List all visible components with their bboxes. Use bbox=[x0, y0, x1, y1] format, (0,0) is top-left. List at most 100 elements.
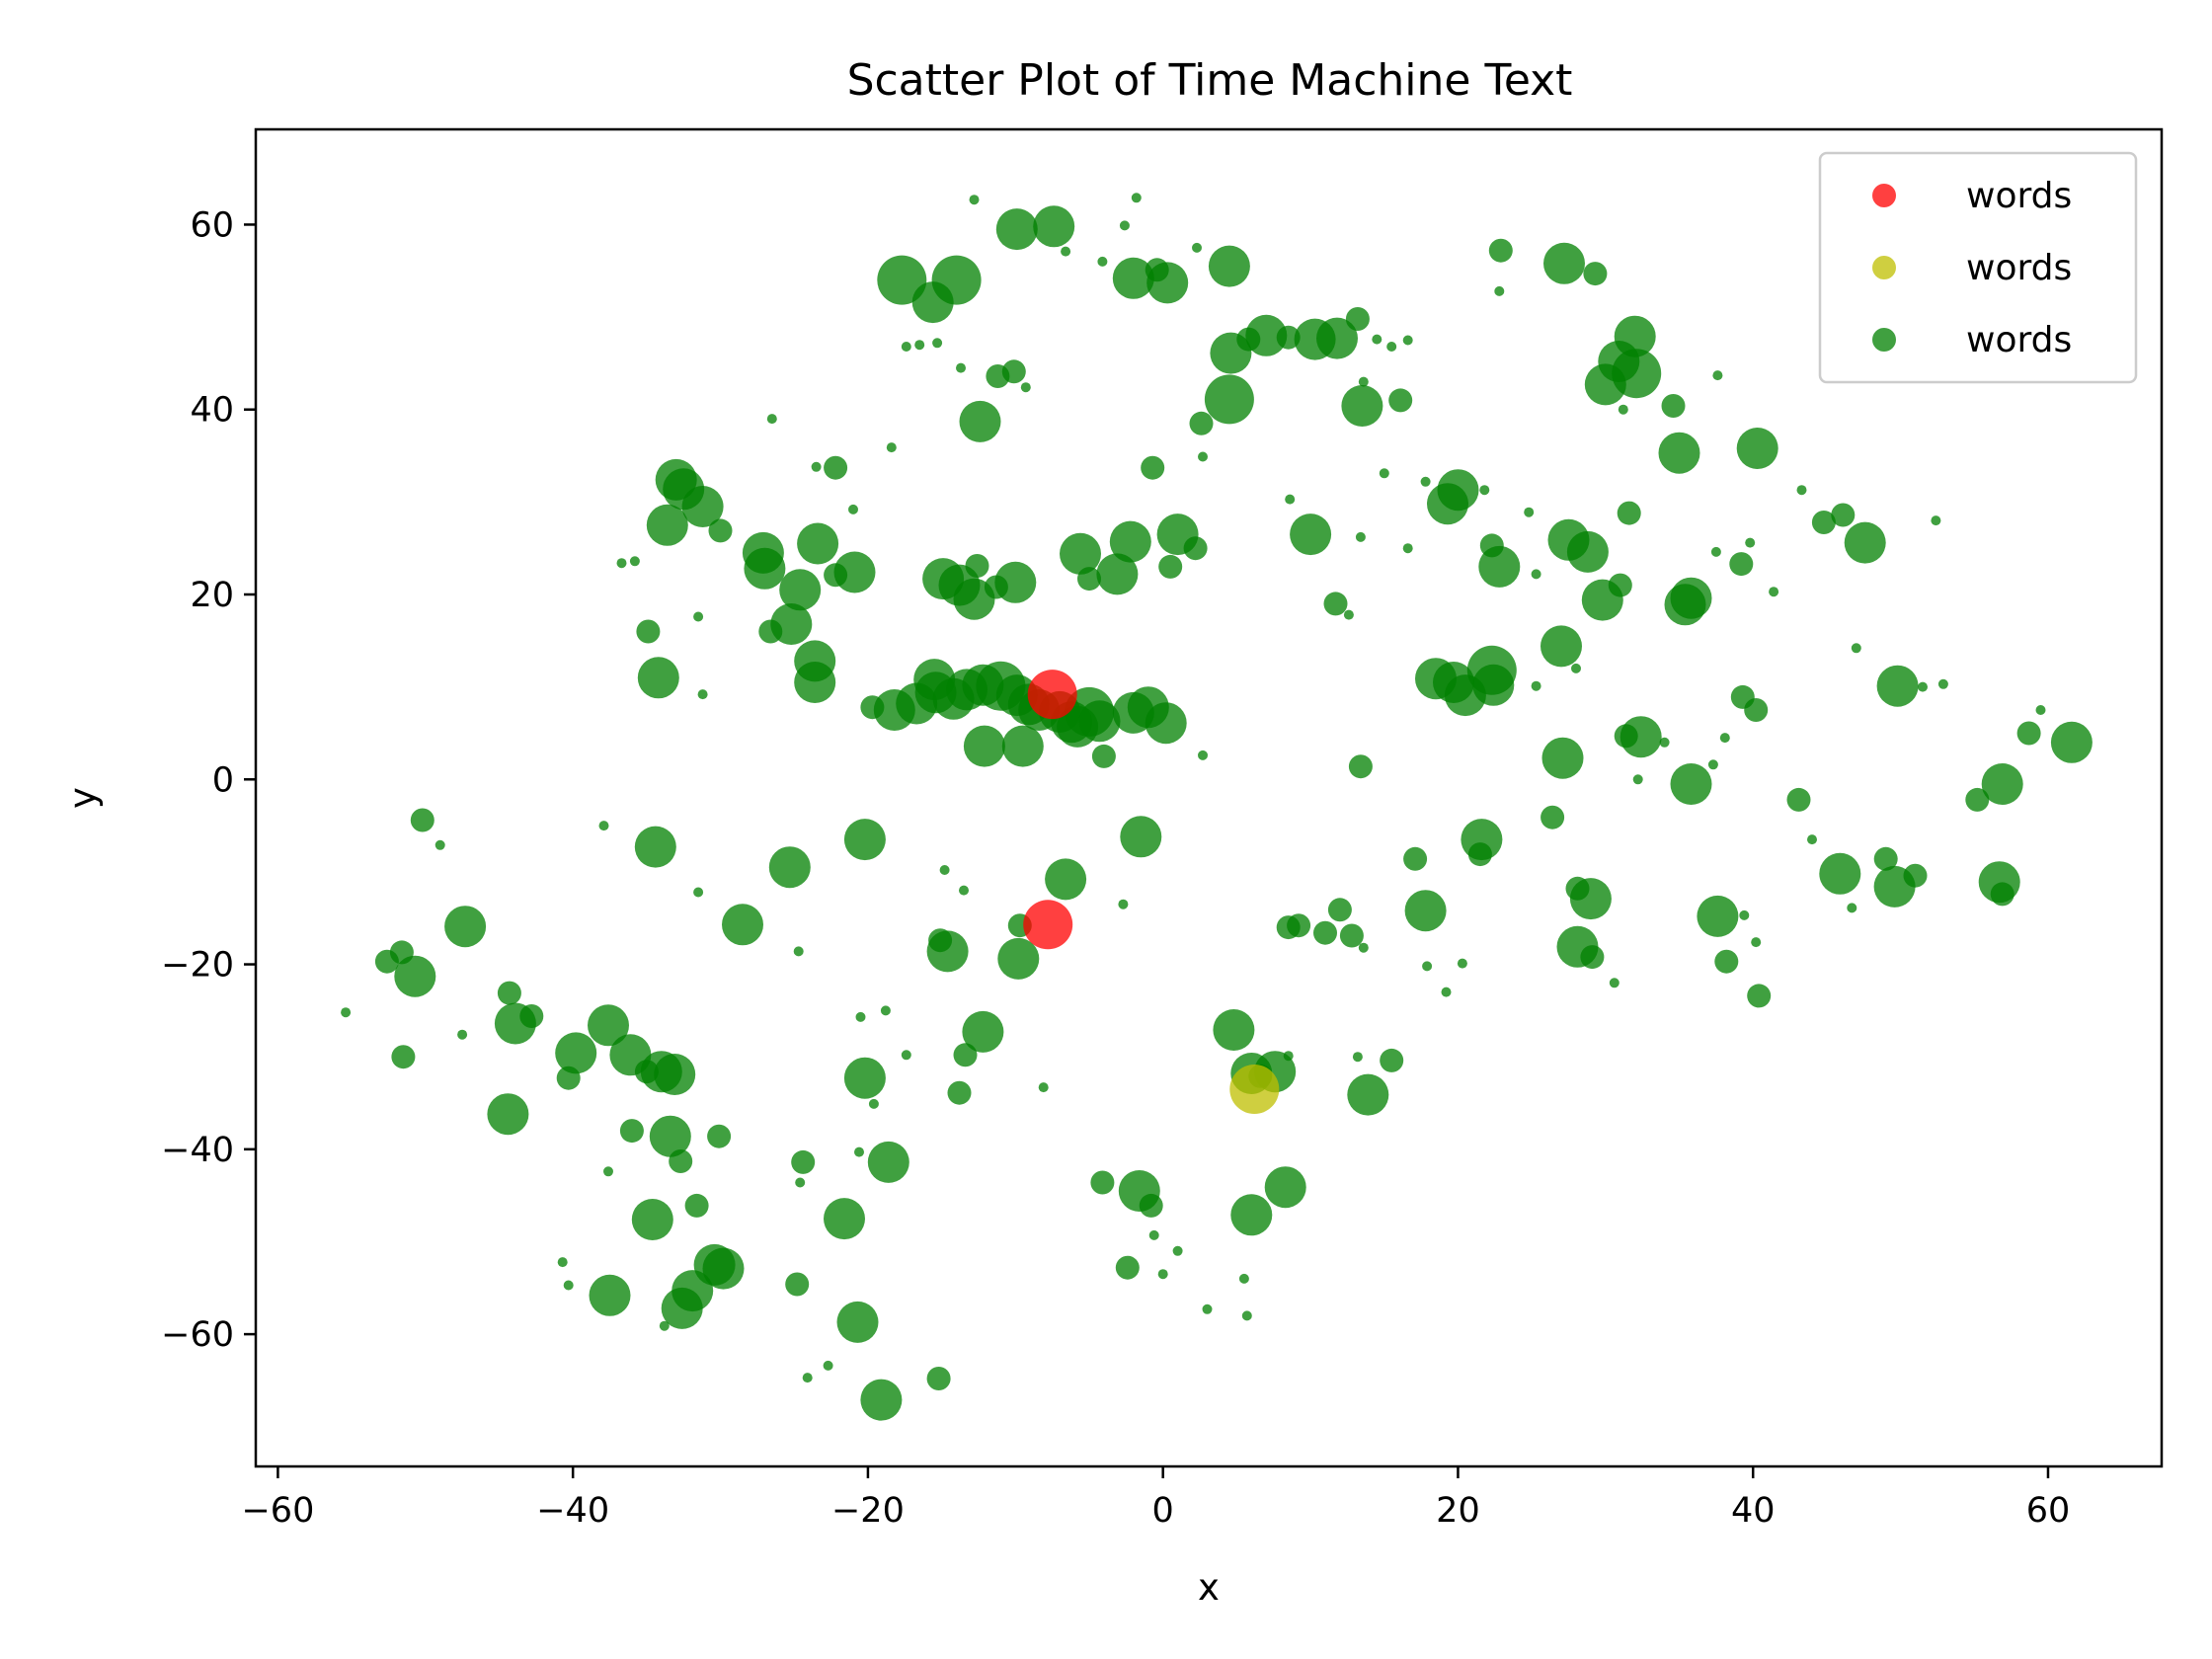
data-point-s2-50 bbox=[1658, 432, 1700, 474]
data-point-s2-187 bbox=[795, 1177, 806, 1188]
data-point-s2-167 bbox=[959, 885, 969, 896]
data-point-s2-219 bbox=[394, 955, 436, 997]
legend-label-2: words bbox=[1966, 320, 2072, 360]
data-point-s2-28 bbox=[1141, 455, 1165, 480]
data-point-s2-203 bbox=[589, 1274, 631, 1316]
data-point-s2-222 bbox=[391, 1045, 416, 1069]
data-point-s2-54 bbox=[1811, 511, 1836, 534]
data-point-s2-0 bbox=[877, 255, 927, 305]
data-point-s2-62 bbox=[1710, 546, 1721, 557]
data-point-s2-207 bbox=[654, 1054, 696, 1095]
data-point-s2-172 bbox=[843, 1057, 886, 1099]
data-point-s2-26 bbox=[1189, 411, 1214, 435]
legend-marker-1 bbox=[1872, 256, 1896, 279]
data-point-s2-92 bbox=[1670, 763, 1712, 805]
data-point-s2-52 bbox=[1712, 370, 1723, 381]
data-point-s2-281 bbox=[1060, 532, 1101, 575]
data-point-s0-0 bbox=[1027, 670, 1077, 720]
data-point-s2-136 bbox=[1380, 1048, 1404, 1072]
data-point-s2-154 bbox=[1118, 1170, 1160, 1212]
data-point-s2-59 bbox=[1769, 587, 1779, 597]
x-tick-label-6: 60 bbox=[2026, 1491, 2071, 1531]
data-point-s2-86 bbox=[1531, 680, 1541, 691]
data-point-s2-2 bbox=[911, 281, 954, 324]
data-point-s2-113 bbox=[1990, 882, 2014, 907]
data-point-s2-58 bbox=[1851, 643, 1861, 654]
data-point-s2-3 bbox=[914, 340, 925, 351]
data-point-s2-247 bbox=[616, 558, 627, 569]
data-point-s2-31 bbox=[1345, 307, 1370, 331]
data-point-s2-8 bbox=[1020, 382, 1031, 393]
data-point-s2-170 bbox=[947, 1080, 972, 1105]
data-point-s2-290 bbox=[1323, 592, 1348, 616]
data-point-s2-42 bbox=[1543, 242, 1585, 284]
data-point-s2-205 bbox=[563, 1280, 574, 1291]
data-point-s2-256 bbox=[994, 561, 1037, 603]
data-point-s2-217 bbox=[444, 906, 487, 948]
legend: words words words bbox=[1818, 151, 2138, 384]
chart-title: Scatter Plot of Time Machine Text bbox=[847, 55, 1573, 106]
data-point-s2-34 bbox=[1341, 385, 1383, 427]
data-point-s2-70 bbox=[1479, 533, 1504, 558]
y-tick-label-2: −20 bbox=[161, 946, 234, 986]
data-point-s2-78 bbox=[1670, 577, 1712, 619]
data-point-s2-13 bbox=[1097, 256, 1108, 267]
data-point-s2-156 bbox=[1115, 1255, 1140, 1280]
data-point-s2-134 bbox=[1313, 920, 1337, 945]
data-point-s2-10 bbox=[995, 208, 1038, 251]
data-point-s2-231 bbox=[681, 486, 724, 527]
data-point-s2-49 bbox=[1661, 394, 1686, 418]
data-point-s2-80 bbox=[1571, 663, 1581, 673]
data-point-s2-173 bbox=[880, 1005, 891, 1016]
data-point-s2-38 bbox=[1379, 468, 1389, 479]
data-point-s2-20 bbox=[1208, 245, 1250, 287]
data-point-s2-32 bbox=[1372, 334, 1382, 345]
data-point-s2-104 bbox=[1876, 665, 1919, 707]
y-tick-label-0: −60 bbox=[161, 1315, 234, 1355]
data-point-s2-116 bbox=[1714, 949, 1739, 974]
data-point-s2-280 bbox=[913, 659, 956, 701]
data-point-s2-87 bbox=[1541, 737, 1584, 779]
data-point-s2-149 bbox=[1283, 1051, 1294, 1062]
data-point-s2-245 bbox=[697, 689, 708, 700]
data-point-s2-251 bbox=[848, 504, 858, 514]
data-point-s2-106 bbox=[1937, 678, 1948, 689]
data-point-s2-209 bbox=[588, 1004, 629, 1047]
data-point-s2-107 bbox=[2016, 721, 2041, 746]
data-point-s2-71 bbox=[1531, 569, 1541, 580]
data-point-s2-163 bbox=[1038, 1082, 1049, 1093]
data-point-s2-180 bbox=[836, 1301, 879, 1343]
data-point-s2-288 bbox=[1290, 514, 1332, 556]
data-point-s2-211 bbox=[555, 1032, 597, 1074]
data-point-s2-132 bbox=[1327, 898, 1352, 922]
data-point-s2-246 bbox=[636, 619, 661, 644]
data-point-s2-202 bbox=[603, 1166, 613, 1177]
data-point-s2-30 bbox=[1316, 317, 1358, 359]
data-point-s2-115 bbox=[1739, 909, 1750, 920]
data-point-s2-130 bbox=[1441, 987, 1452, 997]
data-point-s2-278 bbox=[1057, 705, 1099, 748]
data-point-s2-27 bbox=[1198, 451, 1208, 462]
data-point-s2-5 bbox=[959, 400, 1001, 442]
data-point-s2-195 bbox=[661, 1287, 703, 1329]
data-point-s2-295 bbox=[824, 455, 848, 480]
x-tick-label-5: 40 bbox=[1731, 1491, 1776, 1531]
data-point-s2-135 bbox=[1358, 942, 1369, 953]
legend-label-0: words bbox=[1966, 176, 2072, 216]
y-tick-label-4: 20 bbox=[190, 576, 234, 615]
data-point-s2-292 bbox=[1198, 750, 1208, 760]
data-point-s2-66 bbox=[1420, 476, 1431, 487]
data-point-s2-159 bbox=[1118, 899, 1129, 909]
data-point-s2-108 bbox=[2035, 705, 2046, 715]
data-point-s2-7 bbox=[1001, 359, 1026, 384]
data-point-s2-118 bbox=[1751, 937, 1762, 948]
data-point-s2-105 bbox=[1918, 681, 1928, 692]
data-point-s2-138 bbox=[1352, 1052, 1363, 1063]
data-point-s2-4 bbox=[956, 362, 966, 373]
data-point-s2-276 bbox=[963, 725, 1005, 767]
data-point-s1-0 bbox=[1229, 1065, 1280, 1114]
data-point-s2-95 bbox=[1744, 698, 1769, 722]
data-point-s2-189 bbox=[722, 904, 763, 946]
data-point-s2-298 bbox=[932, 338, 943, 349]
data-point-s2-60 bbox=[1729, 552, 1754, 577]
